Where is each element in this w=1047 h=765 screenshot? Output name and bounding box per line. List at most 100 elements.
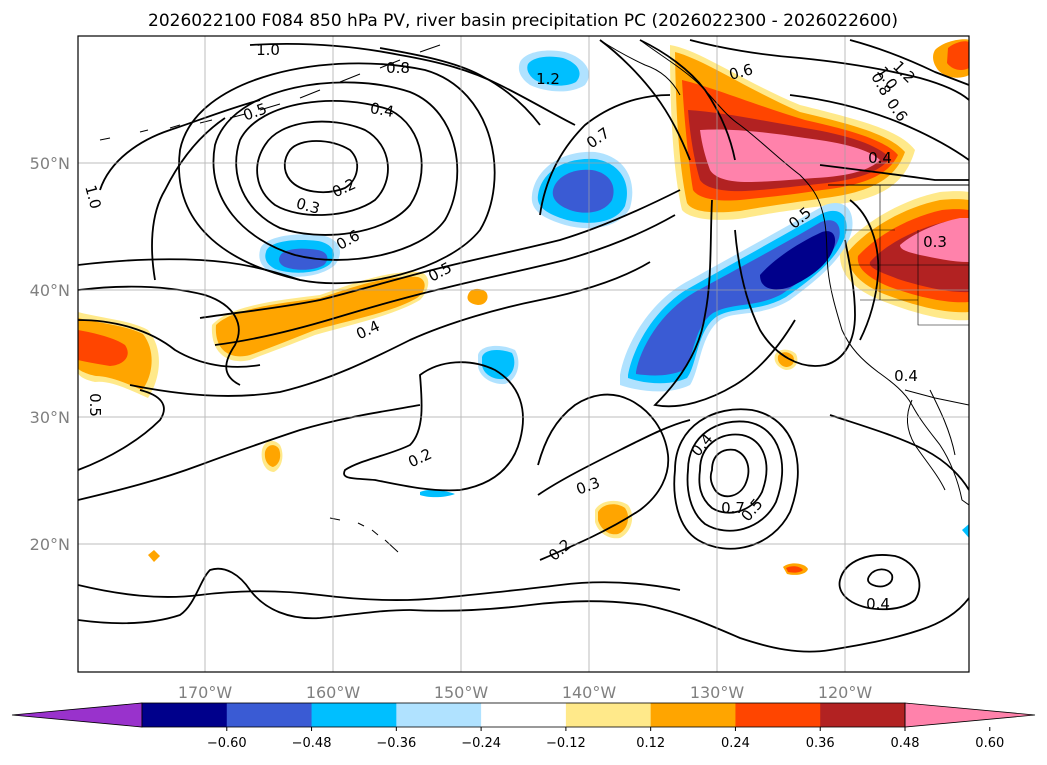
- contour-label: 0.7: [721, 499, 745, 517]
- contour-label: 0.8: [386, 59, 410, 77]
- lat-tick-label: 40°N: [30, 281, 70, 300]
- shade-small-1: [467, 288, 488, 305]
- contour-low-center: [283, 140, 359, 194]
- shade-small-5: [148, 550, 160, 562]
- contour-jet-2: [214, 214, 676, 346]
- contour-subtropic-1: [343, 361, 524, 492]
- contour-west-3: [78, 319, 261, 368]
- contour-low-5: [178, 62, 496, 285]
- shade-neg-gulf-alaska-b: [527, 56, 580, 86]
- latitude-tick-labels: 50°N 40°N 30°N 20°N: [30, 154, 70, 554]
- border-us-mexico: [904, 389, 969, 406]
- contour-subtropic-3: [78, 389, 165, 471]
- contour-label: 0.5: [86, 393, 104, 417]
- contour-trough-2: [734, 229, 856, 367]
- longitude-tick-labels: 170°W 160°W 150°W 140°W 130°W 120°W: [178, 683, 873, 702]
- lon-tick-label: 150°W: [434, 683, 489, 702]
- contour-mid-1: [537, 419, 691, 496]
- lat-tick-label: 50°N: [30, 154, 70, 173]
- shade-neg-coast-band-3: [760, 231, 836, 290]
- contour-ridge-2: [599, 39, 691, 161]
- coast-north-america: [639, 39, 969, 506]
- contour-north-2: [151, 117, 226, 281]
- lat-tick-label: 20°N: [30, 535, 70, 554]
- colorbar-tick-label: 0.60: [975, 736, 1004, 751]
- contour-label: 0.4: [868, 149, 892, 167]
- contour-jet-3: [129, 261, 651, 397]
- map-panel: 1.00.80.5 0.40.20.30.61.20.70.6 0.81.01.20…: [30, 35, 970, 702]
- contour-labels: 1.00.80.5 0.40.20.30.61.20.70.6 0.81.01.20…: [81, 41, 947, 613]
- colorbar-tick-label: 0.24: [721, 736, 750, 751]
- shade-neg-subtropical-small-b: [482, 349, 515, 380]
- contour-subtropic-2: [78, 404, 421, 501]
- contour-trough-1: [653, 199, 796, 408]
- contour-label: 0.4: [369, 99, 396, 121]
- shade-small-6b: [786, 566, 803, 573]
- contour-cutoff-4: [673, 408, 799, 550]
- contour-label: 0.6: [727, 60, 755, 84]
- lat-tick-label: 30°N: [30, 408, 70, 427]
- contour-label: 1.0: [81, 183, 105, 211]
- lon-tick-label: 130°W: [690, 683, 745, 702]
- colorbar-segment: [481, 703, 567, 727]
- contour-jet-1: [199, 189, 681, 319]
- colorbar-extend-high: [904, 702, 1036, 728]
- contour-label: 0.3: [294, 194, 322, 218]
- colorbar-segment: [311, 703, 397, 727]
- contour-cutoff-2: [698, 433, 768, 514]
- contour-label: 0.3: [923, 233, 947, 251]
- shade-neg-hawaii: [420, 489, 455, 498]
- contour-south-1: [78, 581, 681, 602]
- coast-hawaii: [329, 517, 399, 553]
- colorbar-tick-label: −0.12: [546, 736, 586, 751]
- contour-low-2: [256, 120, 389, 216]
- colorbar-tick-label: 0.36: [806, 736, 835, 751]
- colorbar-tick-label: 0.12: [636, 736, 665, 751]
- border-states: [845, 185, 969, 326]
- contour-mid-2: [537, 393, 670, 561]
- contour-ne-3: [819, 164, 969, 181]
- colorbar: −0.60 −0.48 −0.36 −0.24 −0.12 0.12 0.24 0.36 0.4…: [11, 702, 1036, 751]
- colorbar-segment: [142, 703, 228, 727]
- contour-south-3: [409, 597, 969, 653]
- contour-label: 1.2: [536, 70, 560, 88]
- shade-neg-nepac-c: [552, 169, 614, 213]
- shade-small-4b: [264, 445, 281, 467]
- colorbar-extend-low: [11, 702, 143, 728]
- shade-west-2: [78, 330, 128, 366]
- colorbar-tick-label: −0.36: [376, 736, 416, 751]
- colorbar-segment: [735, 703, 821, 727]
- shade-pnw-4: [700, 129, 880, 182]
- contour-south-low-2: [838, 554, 921, 611]
- figure-title: 2026022100 F084 850 hPa PV, river basin …: [148, 11, 898, 31]
- contour-cutoff-3: [686, 420, 784, 532]
- coast-alaska-panhandle: [599, 39, 681, 96]
- contour-coast-1: [849, 199, 880, 341]
- shade-nw-corner-inner: [947, 41, 969, 71]
- contour-low-4: [212, 81, 459, 261]
- map-gridlines: [78, 36, 969, 672]
- contour-label: 0.4: [894, 367, 918, 385]
- shade-basin-4: [900, 218, 969, 262]
- contour-ne-2: [789, 94, 969, 161]
- contour-label: 0.4: [866, 595, 890, 613]
- contour-low-3: [235, 100, 423, 236]
- colorbar-segment: [820, 703, 906, 727]
- contour-se-1: [829, 414, 969, 491]
- contour-top-2: [379, 47, 541, 126]
- colorbar-tick-label: −0.60: [207, 736, 247, 751]
- shade-small-3b: [598, 504, 629, 535]
- contour-label: 1.0: [256, 41, 280, 59]
- lon-tick-label: 170°W: [178, 683, 233, 702]
- precipitation-shading: [78, 39, 969, 575]
- colorbar-tick-label: −0.24: [461, 736, 501, 751]
- contour-ne-1: [849, 39, 969, 86]
- colorbar-segment: [396, 703, 482, 727]
- colorbar-segment: [226, 703, 313, 727]
- lon-tick-label: 140°W: [562, 683, 617, 702]
- contour-cutoff-1: [709, 448, 750, 498]
- colorbar-tick-label: −0.48: [292, 736, 332, 751]
- contour-west-1: [78, 258, 301, 281]
- contour-ridge-3: [639, 39, 736, 161]
